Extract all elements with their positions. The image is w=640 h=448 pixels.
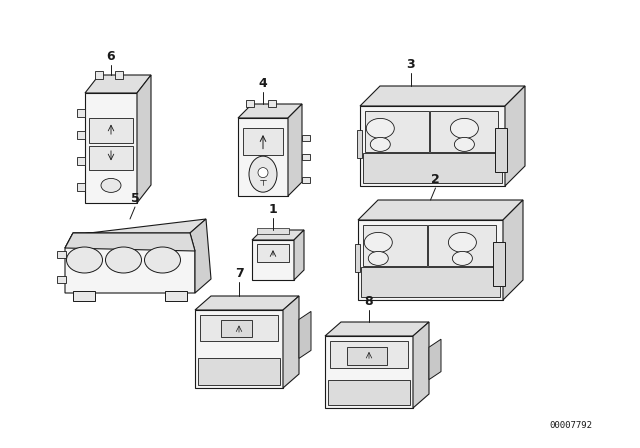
Ellipse shape: [368, 251, 388, 265]
Polygon shape: [238, 104, 302, 118]
Text: 6: 6: [107, 50, 115, 63]
Polygon shape: [413, 322, 429, 408]
Bar: [328, 380, 410, 405]
Bar: [330, 341, 408, 368]
Bar: [57, 251, 66, 258]
Polygon shape: [195, 296, 299, 310]
Polygon shape: [65, 233, 195, 251]
Bar: [165, 291, 187, 301]
Bar: [89, 118, 133, 142]
Bar: [252, 240, 294, 280]
Polygon shape: [505, 86, 525, 186]
Bar: [257, 228, 289, 234]
Text: 00007792: 00007792: [549, 421, 592, 430]
Bar: [195, 310, 283, 388]
Bar: [57, 276, 66, 283]
Polygon shape: [283, 296, 299, 388]
Bar: [347, 347, 387, 365]
Ellipse shape: [452, 251, 472, 265]
Ellipse shape: [249, 156, 277, 192]
Ellipse shape: [366, 118, 394, 138]
Bar: [358, 220, 503, 300]
Polygon shape: [503, 200, 523, 300]
Polygon shape: [252, 230, 304, 240]
Bar: [221, 320, 252, 337]
Bar: [257, 244, 289, 262]
Polygon shape: [299, 311, 311, 358]
Bar: [85, 93, 137, 203]
Polygon shape: [429, 339, 441, 379]
Bar: [268, 100, 276, 107]
Bar: [89, 146, 133, 170]
Bar: [365, 111, 429, 152]
Ellipse shape: [454, 138, 474, 151]
Bar: [77, 131, 85, 139]
Bar: [495, 128, 507, 172]
Ellipse shape: [364, 233, 392, 252]
Bar: [115, 71, 123, 79]
Bar: [238, 118, 288, 196]
Polygon shape: [85, 75, 151, 93]
Ellipse shape: [451, 118, 479, 138]
Ellipse shape: [101, 178, 121, 192]
Bar: [493, 241, 505, 286]
Text: 7: 7: [235, 267, 243, 280]
Text: 1: 1: [269, 203, 277, 216]
Ellipse shape: [106, 247, 141, 273]
Ellipse shape: [449, 233, 476, 252]
Polygon shape: [288, 104, 302, 196]
Bar: [302, 177, 310, 183]
Bar: [200, 315, 278, 341]
Polygon shape: [65, 219, 206, 248]
Bar: [302, 154, 310, 160]
Bar: [77, 157, 85, 165]
Ellipse shape: [258, 168, 268, 177]
Text: 5: 5: [131, 192, 140, 205]
Polygon shape: [190, 219, 211, 293]
Ellipse shape: [145, 247, 180, 273]
Bar: [325, 336, 413, 408]
Bar: [77, 182, 85, 190]
Bar: [246, 100, 254, 107]
Polygon shape: [294, 230, 304, 280]
Text: 3: 3: [406, 58, 415, 71]
Polygon shape: [358, 200, 523, 220]
Ellipse shape: [371, 138, 390, 151]
Text: 4: 4: [259, 77, 268, 90]
Ellipse shape: [67, 247, 102, 273]
Bar: [363, 153, 502, 183]
Bar: [95, 71, 103, 79]
Polygon shape: [360, 86, 525, 106]
Bar: [77, 109, 85, 117]
Polygon shape: [65, 233, 195, 293]
Bar: [73, 291, 95, 301]
Text: 2: 2: [431, 173, 440, 186]
Bar: [198, 358, 280, 385]
Bar: [361, 267, 500, 297]
Bar: [428, 225, 496, 267]
Bar: [302, 134, 310, 141]
Bar: [429, 111, 498, 152]
Bar: [360, 106, 505, 186]
Bar: [243, 128, 283, 155]
Bar: [363, 225, 427, 267]
Polygon shape: [137, 75, 151, 203]
Text: 8: 8: [365, 295, 373, 308]
Bar: [357, 130, 362, 158]
Polygon shape: [325, 322, 429, 336]
Bar: [355, 244, 360, 272]
